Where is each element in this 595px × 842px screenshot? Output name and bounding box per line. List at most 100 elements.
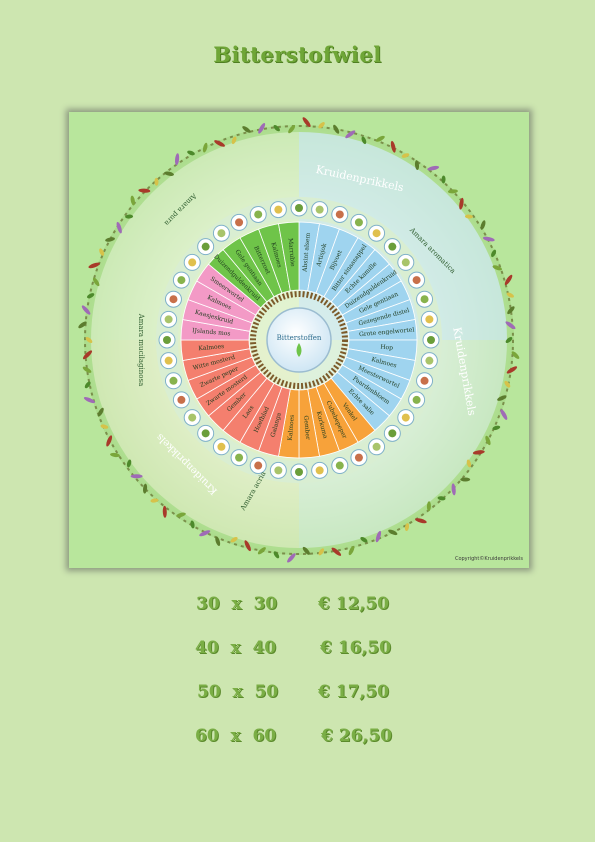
vine-leaf xyxy=(480,220,486,230)
vine-leaf xyxy=(106,435,113,447)
vine-leaf xyxy=(125,214,134,219)
vine-leaf xyxy=(401,153,410,158)
vine-leaf xyxy=(390,140,396,153)
vine-leaf xyxy=(82,366,92,373)
vine-leaf xyxy=(485,435,491,446)
vine-leaf xyxy=(257,547,266,555)
price-row-60: 60 x 60 € 26,50 xyxy=(0,726,595,756)
vine-leaf xyxy=(415,518,427,524)
vine-leaf xyxy=(154,177,159,186)
price-row-40: 40 x 40 € 16,50 xyxy=(0,638,595,668)
droplet-icon xyxy=(296,343,302,357)
price-row-50: 50 x 50 € 17,50 xyxy=(0,682,595,712)
price-row-30: 30 x 30 € 12,50 xyxy=(0,594,595,624)
vine-leaf xyxy=(176,512,186,518)
herb-thumbnail-image xyxy=(401,413,410,422)
poster-copyright: Copyright©Kruidenprikkels xyxy=(454,556,523,562)
vine-leaf xyxy=(437,496,446,501)
vine-leaf xyxy=(99,248,105,256)
vine-leaf xyxy=(302,117,311,128)
vine-leaf xyxy=(459,197,464,210)
vine-leaf xyxy=(426,501,431,512)
vine-leaf xyxy=(505,321,516,330)
vine-leaf xyxy=(482,236,495,242)
herb-thumbnail-image xyxy=(188,413,197,422)
vine-leaf xyxy=(85,337,93,343)
vine-leaf xyxy=(472,450,485,455)
vine-leaf xyxy=(150,498,159,503)
herb-thumbnail-image xyxy=(401,258,410,267)
herb-thumbnail-image xyxy=(201,242,210,251)
vine-leaf xyxy=(288,125,296,134)
herb-thumbnail-image xyxy=(177,276,186,285)
herb-thumbnail-image xyxy=(372,229,381,238)
vine-leaf xyxy=(348,545,355,556)
vine-leaf xyxy=(345,130,356,139)
vine-leaf xyxy=(242,126,251,133)
herb-thumbnail-ring xyxy=(156,197,442,483)
vine-leaf xyxy=(497,395,507,401)
vine-leaf xyxy=(492,425,501,431)
vine-leaf xyxy=(287,553,296,563)
vine-leaf xyxy=(441,175,446,184)
vine-leaf xyxy=(507,306,515,315)
center-label: Bitterstoffen xyxy=(277,334,322,342)
vine-leaf xyxy=(175,153,180,166)
price-label: € 16,50 xyxy=(320,638,391,658)
vine-leaf xyxy=(360,537,368,543)
size-label: 60 x 60 xyxy=(195,726,277,746)
herb-thumbnail-image xyxy=(335,210,344,219)
herb-thumbnail-image xyxy=(201,429,210,438)
herb-thumbnail-image xyxy=(163,336,171,344)
vine-leaf xyxy=(258,122,266,134)
vine-leaf xyxy=(126,459,132,468)
vine-leaf xyxy=(116,221,122,234)
wheel-segment xyxy=(278,221,300,292)
vine-leaf xyxy=(84,381,91,389)
vine-leaf xyxy=(504,380,511,388)
vine-leaf xyxy=(361,136,367,145)
herb-thumbnail-image xyxy=(177,395,186,404)
vine-leaf xyxy=(460,477,471,482)
herb-thumbnail-image xyxy=(388,242,397,251)
herb-thumbnail-image xyxy=(235,218,244,227)
price-label: € 17,50 xyxy=(318,682,389,702)
quadrant-label: Amara mucilaginosa xyxy=(137,313,145,387)
herb-thumbnail-image xyxy=(169,376,178,385)
size-label: 30 x 30 xyxy=(196,594,278,614)
segment-label: Kalmoes xyxy=(198,343,224,352)
vine-leaf xyxy=(187,150,195,156)
vine-leaf xyxy=(78,321,87,329)
segment-label: Marrubie xyxy=(287,238,297,268)
herb-thumbnail-image xyxy=(315,466,324,475)
vine-leaf xyxy=(87,293,95,299)
vine-leaf xyxy=(506,366,518,374)
herb-thumbnail-image xyxy=(335,461,344,470)
vine-leaf xyxy=(273,551,280,559)
segment-label: Gember xyxy=(302,415,311,440)
segment-label: Hop xyxy=(380,344,393,352)
vine-leaf xyxy=(215,536,221,546)
herb-thumbnail-image xyxy=(412,276,421,285)
vine-leaf xyxy=(333,124,340,134)
price-label: € 12,50 xyxy=(318,594,389,614)
herb-thumbnail-image xyxy=(254,461,263,470)
herb-thumbnail-image xyxy=(354,218,363,227)
vine-leaf xyxy=(83,397,95,404)
vine-leaf xyxy=(506,292,514,298)
vine-leaf xyxy=(464,214,473,219)
vine-leaf xyxy=(404,523,410,532)
vine-leaf xyxy=(199,530,211,537)
herb-thumbnail-image xyxy=(420,295,429,304)
segment-label: IJslands mos xyxy=(192,327,231,337)
vine-leaf xyxy=(190,520,195,529)
vine-leaf xyxy=(202,142,208,153)
vine-leaf xyxy=(105,237,115,242)
herb-thumbnail-image xyxy=(164,356,173,365)
herb-thumbnail-image xyxy=(425,356,434,365)
vine-leaf xyxy=(230,537,238,543)
vine-leaf xyxy=(92,277,100,287)
herb-thumbnail-image xyxy=(274,205,283,214)
